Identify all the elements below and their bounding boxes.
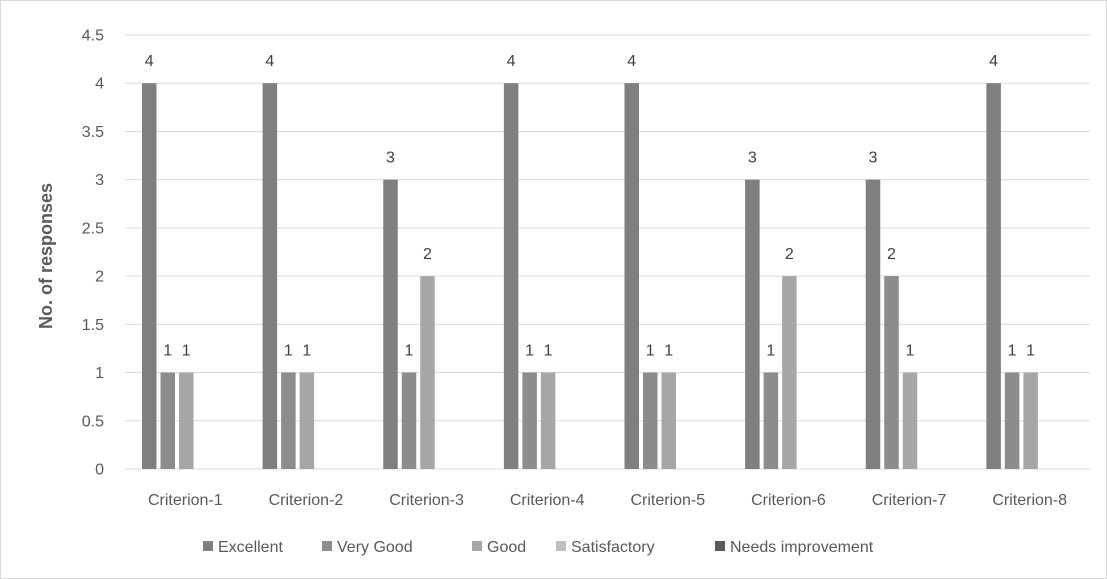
x-tick-label: Criterion-6 [751, 492, 826, 509]
bar-very-good-3 [401, 372, 417, 469]
y-tick-label: 1.5 [82, 317, 104, 334]
y-tick-label: 3.5 [82, 124, 104, 141]
bar-good-2 [299, 372, 315, 469]
x-tick-label: Criterion-8 [992, 492, 1067, 509]
y-tick-label: 4 [95, 76, 104, 93]
data-label: 2 [785, 246, 794, 263]
data-label: 1 [525, 343, 534, 360]
data-label: 3 [869, 150, 878, 167]
data-label: 1 [182, 343, 191, 360]
legend-swatch-good [472, 541, 482, 551]
data-label: 4 [627, 53, 636, 70]
bar-excellent-7 [865, 179, 881, 469]
bar-excellent-6 [745, 179, 760, 469]
bar-good-7 [902, 372, 918, 469]
bar-good-3 [420, 276, 435, 469]
legend-swatch-very-good [322, 541, 332, 551]
x-tick-label: Criterion-1 [148, 492, 223, 509]
data-label: 4 [989, 53, 998, 70]
legend-swatch-excellent [203, 541, 213, 551]
data-label: 1 [544, 343, 553, 360]
data-label: 4 [507, 53, 516, 70]
bar-good-5 [661, 372, 676, 469]
bar-very-good-8 [1004, 372, 1020, 469]
y-tick-label: 4.5 [82, 28, 104, 45]
data-label: 1 [1026, 343, 1035, 360]
bar-good-8 [1023, 372, 1038, 469]
data-label: 3 [386, 150, 395, 167]
bar-good-6 [782, 276, 797, 469]
bar-excellent-5 [624, 83, 639, 469]
x-tick-label: Criterion-2 [269, 492, 344, 509]
bar-excellent-4 [503, 83, 519, 469]
y-axis-ticks: 0 0.5 1 1.5 2 2.5 3 3.5 4 4.5 [82, 28, 104, 479]
data-label: 1 [1008, 343, 1017, 360]
data-label: 2 [423, 246, 432, 263]
bar-excellent-3 [383, 179, 398, 469]
y-axis-title: No. of responses [36, 183, 56, 329]
x-tick-label: Criterion-5 [630, 492, 705, 509]
data-label: 3 [748, 150, 757, 167]
legend-label: Needs improvement [730, 539, 874, 556]
y-tick-label: 2.5 [82, 220, 104, 237]
data-label: 1 [766, 343, 775, 360]
legend-label: Satisfactory [571, 539, 655, 556]
bar-excellent-2 [262, 83, 278, 469]
bar-very-good-2 [281, 372, 296, 469]
bars [142, 83, 1038, 469]
y-tick-label: 3 [95, 172, 104, 189]
data-label: 1 [664, 343, 673, 360]
data-label: 1 [284, 343, 293, 360]
y-tick-label: 0 [95, 462, 104, 479]
data-label: 1 [646, 343, 655, 360]
legend-label: Very Good [337, 539, 413, 556]
bar-excellent-1 [142, 83, 157, 469]
data-label: 2 [887, 246, 896, 263]
bar-good-4 [540, 372, 556, 469]
data-label: 4 [145, 53, 154, 70]
bar-very-good-4 [522, 372, 537, 469]
x-tick-label: Criterion-4 [510, 492, 585, 509]
legend-label: Excellent [218, 539, 283, 556]
data-label: 4 [265, 53, 274, 70]
bar-very-good-1 [160, 372, 175, 469]
data-label: 1 [906, 343, 915, 360]
legend: Excellent Very Good Good Satisfactory Needs … [203, 539, 874, 556]
data-label: 1 [405, 343, 414, 360]
x-axis-ticks: Criterion-1 Criterion-2 Criterion-3 Criteri… [148, 492, 1067, 509]
bar-good-1 [179, 372, 194, 469]
data-label: 1 [302, 343, 311, 360]
y-tick-label: 0.5 [82, 413, 104, 430]
bar-very-good-5 [643, 372, 658, 469]
bar-very-good-7 [884, 276, 899, 469]
legend-swatch-satisfactory [556, 541, 566, 551]
legend-swatch-needs-improvement [715, 541, 725, 551]
y-tick-label: 2 [95, 269, 104, 286]
data-label: 1 [163, 343, 172, 360]
x-tick-label: Criterion-3 [389, 492, 464, 509]
bar-excellent-8 [986, 83, 1001, 469]
bar-very-good-6 [763, 372, 779, 469]
legend-label: Good [487, 539, 526, 556]
x-tick-label: Criterion-7 [872, 492, 947, 509]
y-tick-label: 1 [95, 365, 104, 382]
